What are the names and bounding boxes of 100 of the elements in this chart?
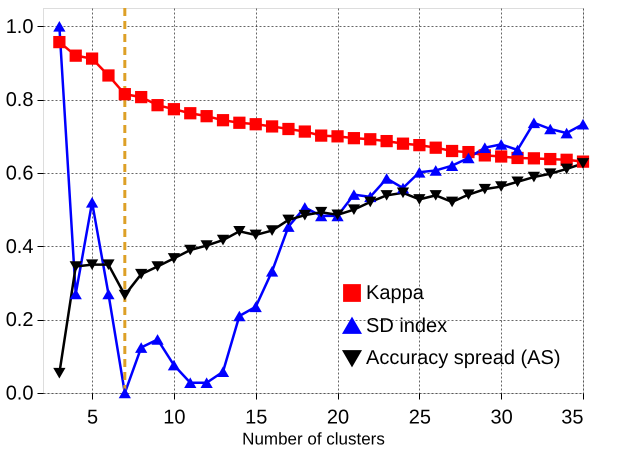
point: [396, 187, 410, 198]
point: [151, 334, 164, 345]
point: [364, 133, 376, 146]
point: [200, 377, 213, 388]
point: [184, 107, 196, 120]
point: [315, 206, 328, 218]
point: [576, 118, 590, 130]
point: [250, 230, 262, 240]
point: [478, 142, 491, 154]
point: [135, 90, 148, 104]
point: [430, 142, 442, 154]
point: [118, 388, 131, 398]
point: [380, 134, 393, 148]
point: [544, 168, 556, 180]
point: [216, 234, 230, 246]
point: [200, 240, 213, 251]
point: [348, 132, 360, 144]
point: [364, 196, 376, 208]
point: [86, 52, 98, 65]
x-tick-label: 5: [87, 406, 98, 428]
point: [151, 261, 164, 272]
point: [102, 288, 115, 300]
point: [495, 181, 508, 192]
point: [233, 226, 246, 237]
y-tick-label: 0.8: [6, 89, 34, 112]
y-tick-label: 0.0: [6, 382, 34, 404]
point: [576, 158, 590, 169]
x-axis-title: Number of clusters: [242, 430, 385, 448]
point: [216, 114, 230, 126]
point: [53, 368, 66, 379]
point: [380, 173, 393, 184]
point: [266, 120, 278, 133]
point: [331, 130, 344, 142]
point: [168, 360, 180, 370]
x-tick-label: 30: [490, 406, 513, 428]
point: [86, 259, 98, 270]
point: [184, 244, 196, 256]
point: [118, 290, 131, 300]
point: [151, 99, 164, 112]
point: [184, 377, 196, 388]
point: [560, 164, 573, 174]
point: [168, 103, 180, 116]
point: [298, 125, 311, 138]
y-tick-label: 1.0: [6, 16, 34, 38]
point: [396, 138, 410, 150]
x-tick-label: 15: [245, 406, 268, 428]
point: [266, 266, 278, 277]
point: [135, 268, 148, 280]
y-tick-label: 0.6: [6, 162, 34, 184]
point: [462, 152, 475, 164]
point: [446, 144, 458, 158]
point: [544, 124, 556, 134]
point: [380, 190, 393, 201]
point: [430, 165, 442, 176]
point: [315, 129, 328, 142]
point: [216, 366, 230, 378]
point: [70, 50, 82, 62]
point: [53, 36, 66, 48]
point: [348, 204, 360, 215]
x-tick-label: 35: [561, 406, 584, 428]
point: [282, 122, 295, 136]
point: [298, 210, 311, 220]
point: [233, 310, 246, 322]
point: [282, 214, 295, 226]
point: [135, 342, 148, 353]
x-tick-label: 20: [326, 406, 350, 428]
point: [560, 128, 573, 138]
point: [168, 253, 180, 264]
point: [102, 69, 115, 82]
legend-label: Accuracy spread (AS): [366, 347, 561, 369]
legend-label: SD index: [366, 315, 448, 337]
point: [102, 259, 115, 270]
point: [250, 118, 262, 130]
point: [528, 152, 540, 164]
point: [544, 152, 556, 166]
point: [200, 110, 213, 122]
point: [266, 225, 278, 236]
y-tick-label: 0.4: [6, 236, 34, 258]
point: [250, 302, 262, 312]
point: [528, 172, 540, 182]
legend-label: Kappa: [366, 282, 425, 304]
point: [528, 117, 540, 128]
point: [462, 189, 475, 200]
point: [430, 190, 442, 201]
point: [118, 88, 131, 100]
point: [511, 144, 524, 156]
point: [348, 189, 360, 200]
point: [511, 176, 524, 188]
point: [413, 139, 426, 152]
point: [478, 184, 491, 194]
point: [446, 160, 458, 171]
point: [495, 150, 508, 163]
point: [70, 261, 82, 272]
point: [446, 196, 458, 208]
point: [413, 194, 426, 205]
point: [86, 197, 98, 208]
point: [495, 139, 508, 150]
point: [53, 21, 66, 32]
point: [233, 116, 246, 129]
point: [413, 166, 426, 178]
